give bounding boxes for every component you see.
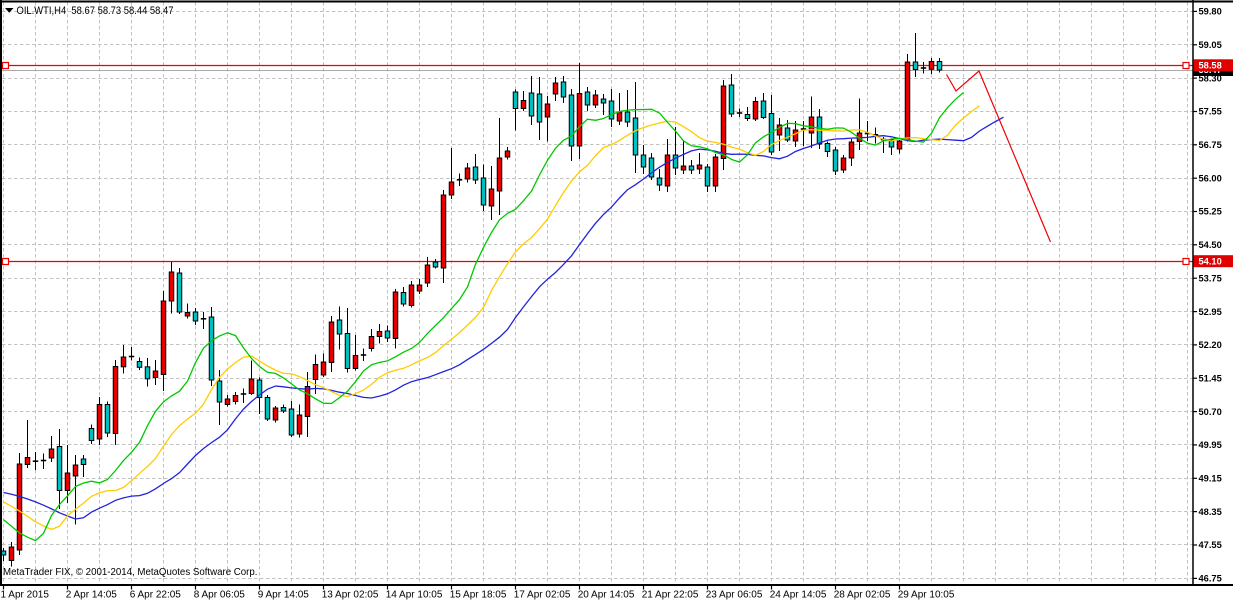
svg-text:55.25: 55.25: [1199, 207, 1222, 217]
svg-text:13 Apr 02:05: 13 Apr 02:05: [322, 590, 379, 601]
svg-text:8 Apr 06:05: 8 Apr 06:05: [194, 590, 246, 601]
svg-text:15 Apr 18:05: 15 Apr 18:05: [450, 590, 507, 601]
svg-text:53.75: 53.75: [1199, 273, 1222, 283]
svg-text:14 Apr 10:05: 14 Apr 10:05: [386, 590, 443, 601]
svg-text:49.95: 49.95: [1199, 440, 1222, 450]
svg-text:6 Apr 22:05: 6 Apr 22:05: [130, 590, 182, 601]
svg-text:49.15: 49.15: [1199, 474, 1222, 484]
svg-text:24 Apr 14:05: 24 Apr 14:05: [770, 590, 827, 601]
svg-text:59.05: 59.05: [1199, 40, 1222, 50]
svg-text:28 Apr 02:05: 28 Apr 02:05: [834, 590, 891, 601]
svg-text:50.70: 50.70: [1199, 407, 1222, 417]
svg-text:21 Apr 22:05: 21 Apr 22:05: [642, 590, 699, 601]
svg-text:46.75: 46.75: [1199, 574, 1222, 584]
svg-text:1 Apr 2015: 1 Apr 2015: [1, 590, 50, 601]
svg-text:17 Apr 02:05: 17 Apr 02:05: [514, 590, 571, 601]
svg-text:56.00: 56.00: [1199, 173, 1222, 183]
svg-text:29 Apr 10:05: 29 Apr 10:05: [898, 590, 955, 601]
svg-text:47.55: 47.55: [1199, 540, 1222, 550]
svg-text:52.20: 52.20: [1199, 340, 1222, 350]
svg-text:54.50: 54.50: [1199, 240, 1222, 250]
svg-text:58.58: 58.58: [1199, 61, 1222, 71]
svg-text:2 Apr 14:05: 2 Apr 14:05: [66, 590, 118, 601]
svg-text:23 Apr 06:05: 23 Apr 06:05: [706, 590, 763, 601]
svg-text:OIL.WTI,H4 58.67 58.73 58.44: OIL.WTI,H4 58.67 58.73 58.44 58.47: [17, 5, 174, 17]
svg-text:57.55: 57.55: [1199, 107, 1222, 117]
svg-text:52.95: 52.95: [1199, 307, 1222, 317]
svg-text:20 Apr 14:05: 20 Apr 14:05: [578, 590, 635, 601]
svg-text:59.80: 59.80: [1199, 7, 1222, 17]
svg-text:48.35: 48.35: [1199, 507, 1222, 517]
svg-text:54.10: 54.10: [1199, 256, 1222, 266]
svg-text:9 Apr 14:05: 9 Apr 14:05: [258, 590, 310, 601]
svg-text:56.75: 56.75: [1199, 140, 1222, 150]
svg-text:51.45: 51.45: [1199, 373, 1222, 383]
svg-text:MetaTrader FIX, © 2001-2014, M: MetaTrader FIX, © 2001-2014, MetaQuotes …: [3, 567, 257, 578]
